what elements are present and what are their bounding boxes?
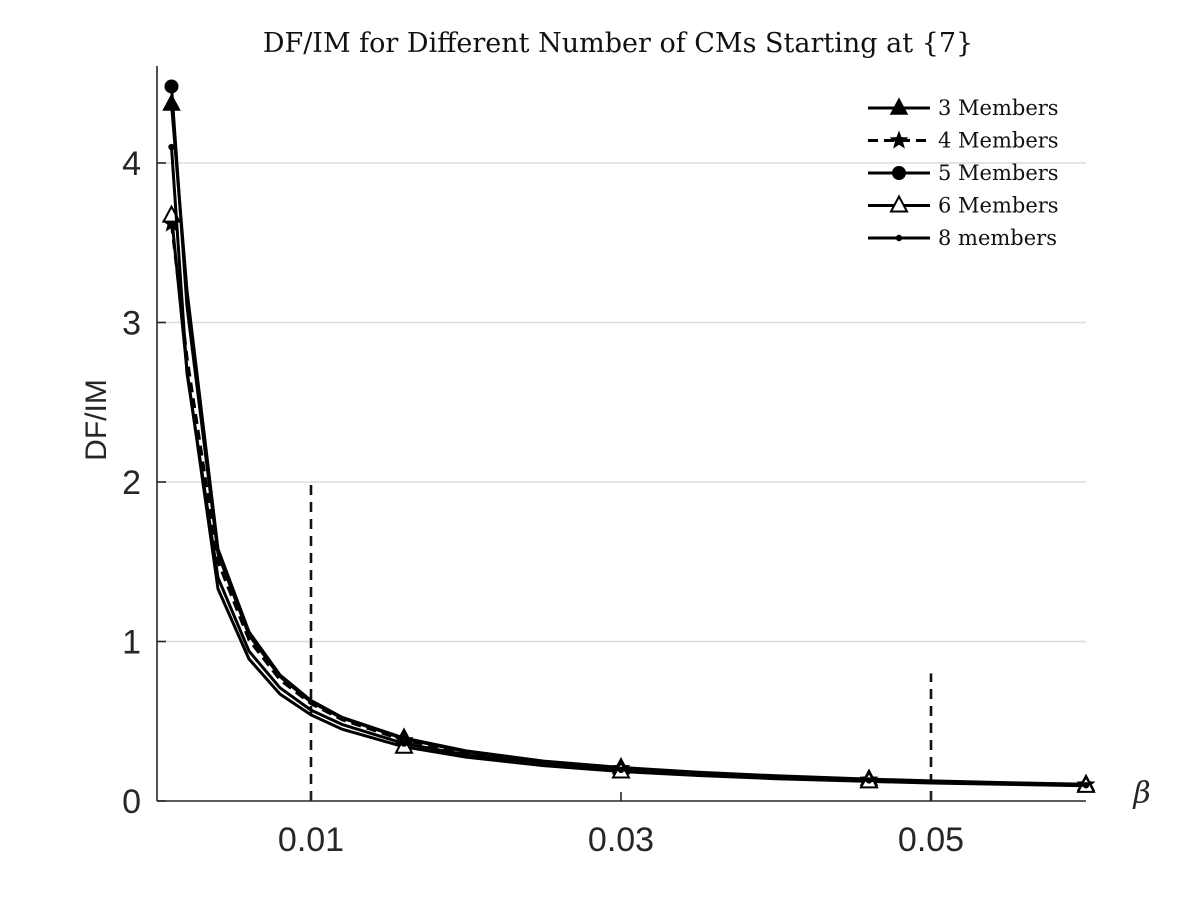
- series-layer: [161, 79, 1096, 793]
- series-5-marker-2: [400, 740, 408, 747]
- legend-label-1: 3 Members: [938, 96, 1059, 120]
- legend-entry-3: 5 Members: [868, 161, 1059, 185]
- legend-entry-1: 3 Members: [868, 96, 1059, 120]
- series-3: [164, 79, 1087, 787]
- legend-label-3: 5 Members: [938, 161, 1059, 185]
- legend-entry-2: 4 Members: [868, 129, 1059, 153]
- x-tick-label-2: 0.03: [588, 821, 654, 859]
- series-5: [168, 143, 1090, 789]
- legend-marker-3: [892, 166, 906, 180]
- legend: 3 Members 4 Members 5 Members 6 Members 8 me…: [868, 96, 1059, 250]
- series-5-marker-4: [865, 777, 873, 784]
- legend-marker-2: [889, 130, 909, 149]
- series-5-marker-1: [168, 143, 175, 151]
- x-tick-label-3: 0.05: [898, 821, 964, 859]
- series-3-marker-1: [164, 79, 179, 94]
- legend-label-5: 8 members: [938, 226, 1057, 250]
- x-tick-label-1: 0.01: [278, 821, 344, 859]
- legend-entry-5: 8 members: [868, 226, 1057, 250]
- series-2: [162, 213, 1096, 793]
- legend-label-4: 6 Members: [938, 194, 1059, 218]
- legend-marker-4: [889, 194, 909, 213]
- legend-marker-1: [889, 97, 909, 115]
- legend-marker-5: [895, 234, 903, 242]
- ticks-layer: 0 1 2 3 4 0.01 0.03 0.05: [122, 145, 964, 859]
- legend-label-2: 4 Members: [938, 129, 1059, 153]
- y-tick-label-3: 3: [122, 305, 141, 343]
- y-axis-label: DF/IM: [80, 379, 113, 461]
- series-5-marker-3: [617, 766, 625, 774]
- grid-layer: [157, 162, 1086, 643]
- series-line-5: [170, 146, 1087, 787]
- y-tick-label-1: 1: [122, 624, 141, 662]
- y-tick-label-2: 2: [122, 464, 141, 502]
- series-line-3: [170, 86, 1087, 787]
- y-tick-label-4: 4: [122, 145, 141, 183]
- legend-entry-4: 6 Members: [868, 194, 1059, 218]
- y-tick-label-0: 0: [122, 783, 141, 821]
- chart-title: DF/IM for Different Number of CMs Starti…: [263, 28, 973, 59]
- series-5-marker-5: [1082, 782, 1090, 789]
- x-axis-label: β: [1132, 776, 1150, 811]
